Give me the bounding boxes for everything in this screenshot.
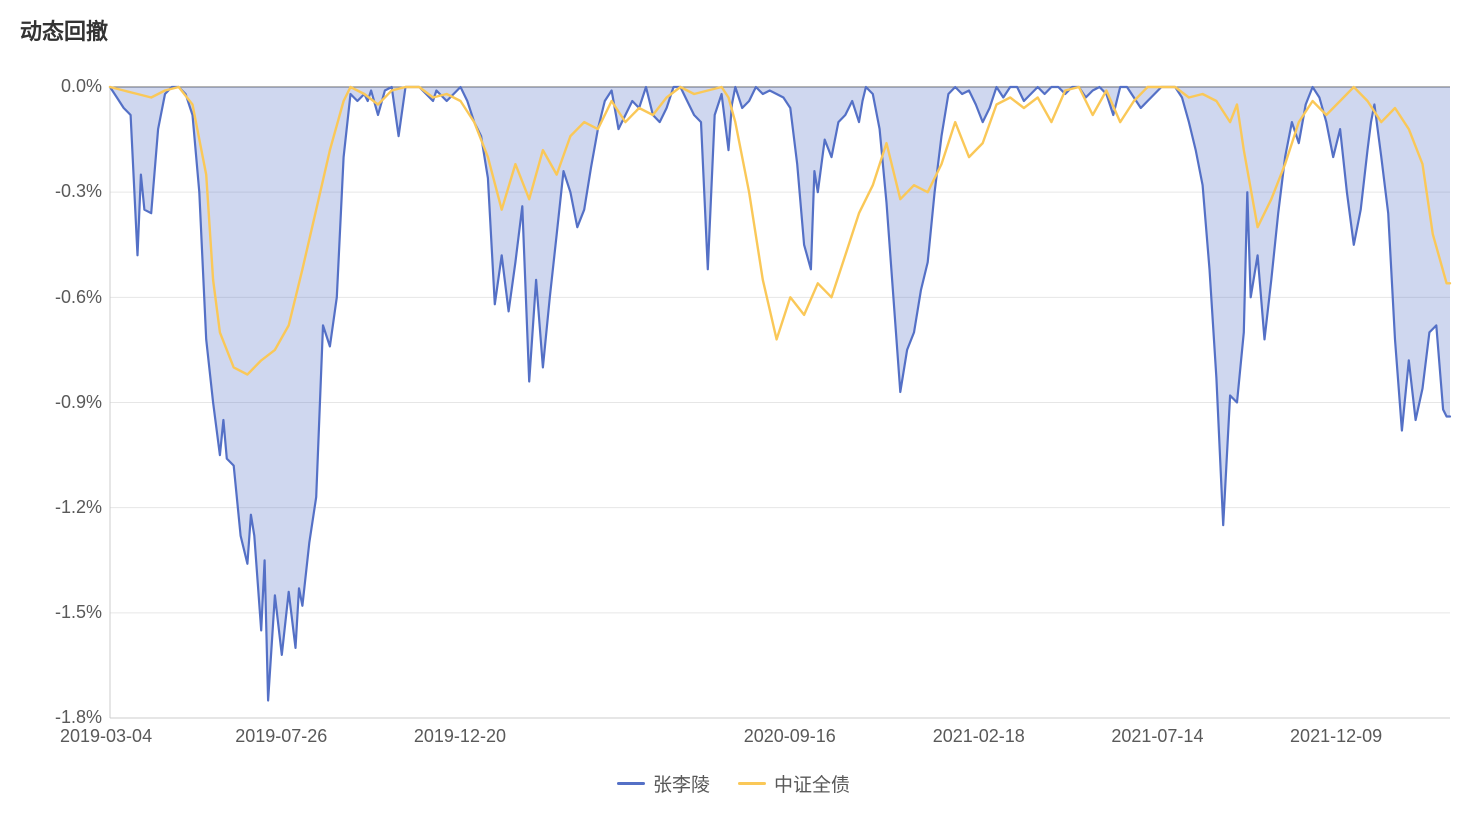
x-tick-label: 2021-02-18 (933, 726, 1025, 747)
legend-label: 中证全债 (774, 770, 850, 797)
x-tick-label: 2021-12-09 (1290, 726, 1382, 747)
x-tick-label: 2020-09-16 (744, 726, 836, 747)
x-tick-label: 2019-03-04 (60, 726, 152, 747)
legend-swatch (738, 782, 766, 785)
legend-swatch (617, 782, 645, 785)
y-tick-label: -0.3% (55, 181, 102, 202)
chart-title: 动态回撤 (20, 14, 108, 46)
y-tick-label: -0.6% (55, 287, 102, 308)
y-tick-label: -0.9% (55, 392, 102, 413)
x-tick-label: 2019-12-20 (414, 726, 506, 747)
y-tick-label: -1.2% (55, 497, 102, 518)
y-tick-label: -1.5% (55, 602, 102, 623)
y-tick-label: 0.0% (61, 76, 102, 97)
x-tick-label: 2019-07-26 (235, 726, 327, 747)
drawdown-chart: 动态回撤0.0%-0.3%-0.6%-0.9%-1.2%-1.5%-1.8%20… (0, 0, 1467, 839)
x-tick-label: 2021-07-14 (1111, 726, 1203, 747)
chart-svg (0, 0, 1467, 839)
legend-item[interactable]: 中证全债 (738, 770, 850, 797)
legend-item[interactable]: 张李陵 (617, 770, 710, 797)
legend-label: 张李陵 (653, 770, 710, 797)
legend: 张李陵 中证全债 (0, 770, 1467, 797)
